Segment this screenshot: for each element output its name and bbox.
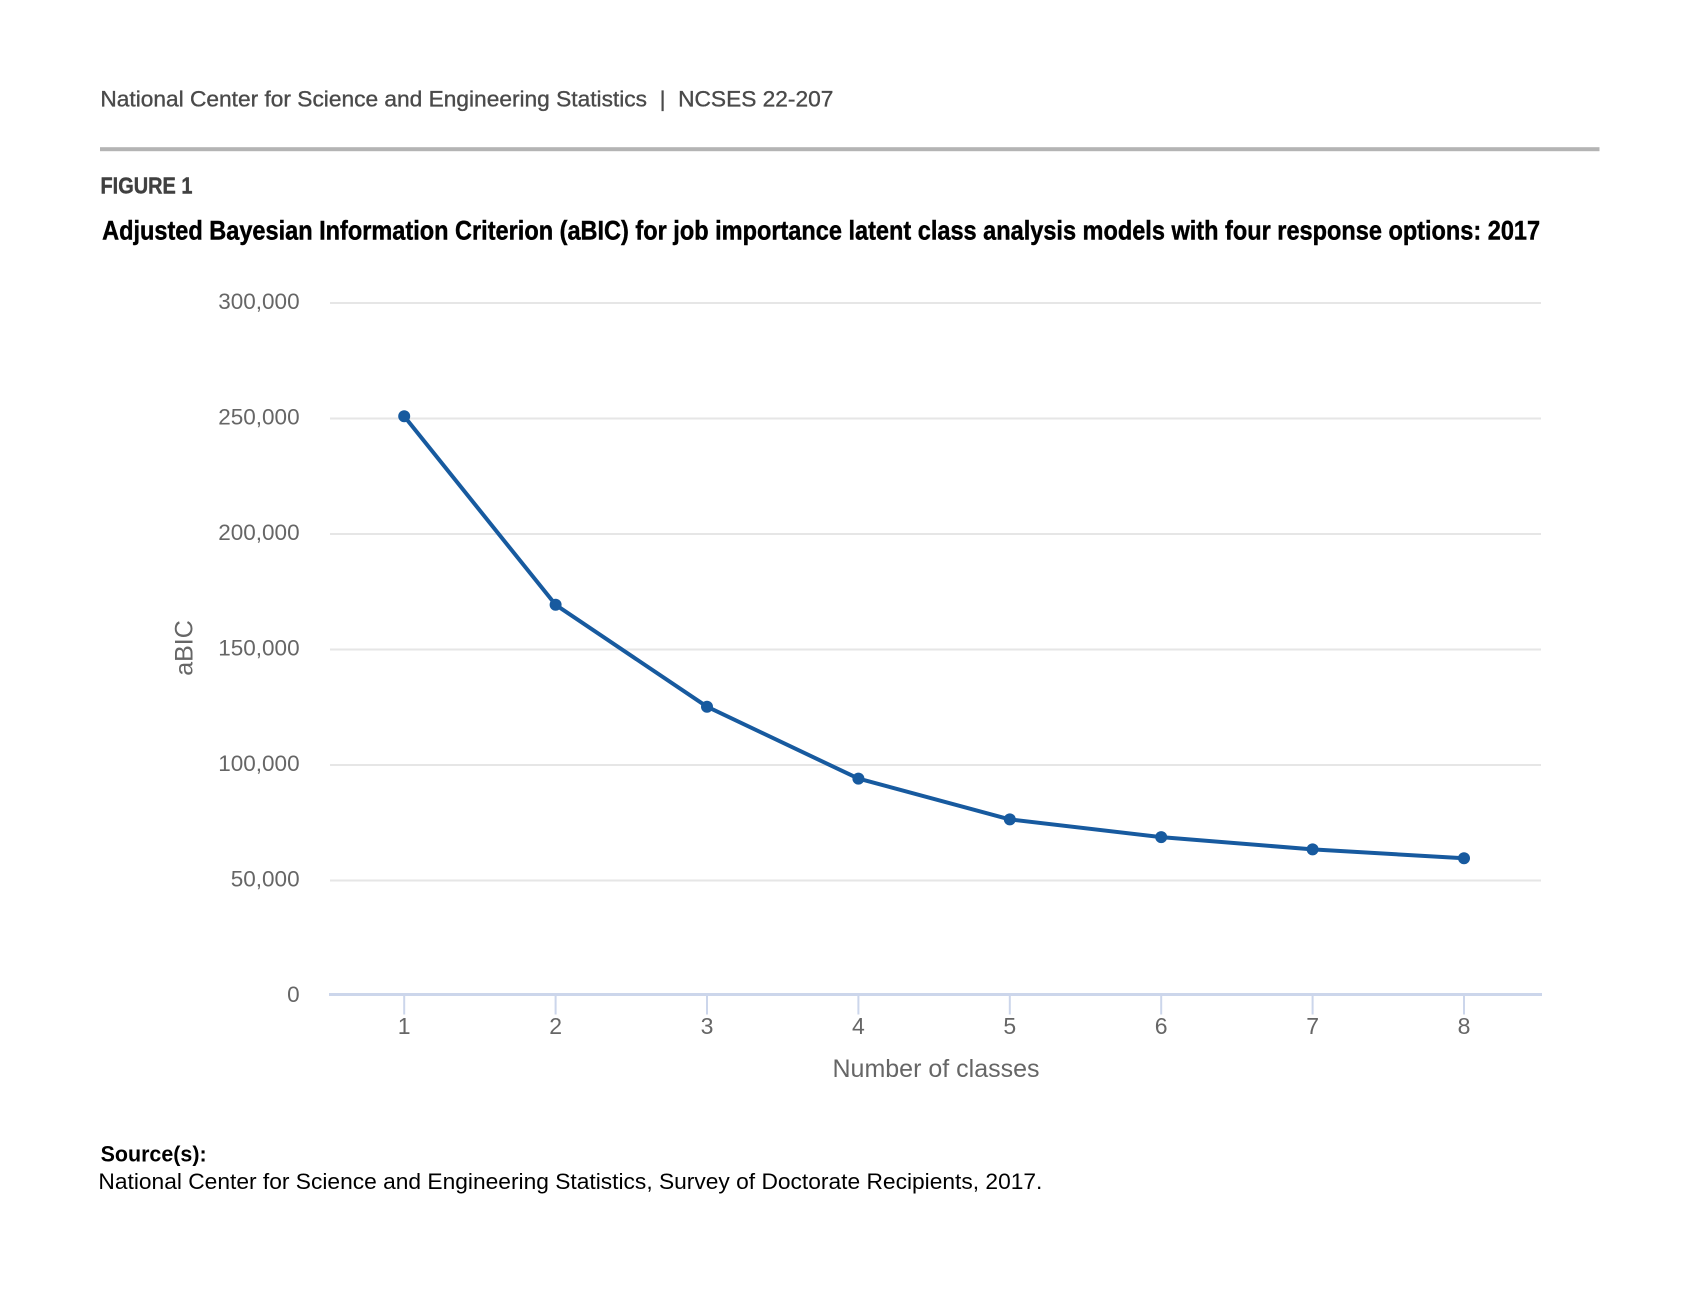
svg-text:6: 6 — [1155, 1013, 1168, 1039]
svg-text:100,000: 100,000 — [218, 751, 299, 776]
svg-text:300,000: 300,000 — [218, 289, 299, 314]
svg-text:National Center for Science an: National Center for Science and Engineer… — [100, 87, 833, 112]
svg-text:4: 4 — [852, 1013, 865, 1039]
svg-text:0: 0 — [287, 982, 300, 1007]
svg-text:250,000: 250,000 — [218, 404, 299, 429]
svg-text:Number of classes: Number of classes — [832, 1055, 1039, 1083]
svg-text:150,000: 150,000 — [218, 635, 299, 660]
svg-text:2: 2 — [549, 1013, 562, 1039]
svg-text:7: 7 — [1306, 1013, 1319, 1039]
svg-text:FIGURE 1: FIGURE 1 — [101, 173, 193, 199]
svg-text:50,000: 50,000 — [231, 866, 300, 891]
svg-text:Adjusted Bayesian Information: Adjusted Bayesian Information Criterion … — [102, 215, 1540, 245]
svg-text:National Center for Science an: National Center for Science and Engineer… — [98, 1169, 1042, 1194]
svg-text:1: 1 — [398, 1013, 411, 1039]
svg-text:200,000: 200,000 — [218, 520, 299, 545]
svg-text:8: 8 — [1458, 1013, 1471, 1039]
svg-text:5: 5 — [1003, 1013, 1016, 1039]
svg-text:3: 3 — [701, 1013, 714, 1039]
svg-text:aBIC: aBIC — [171, 620, 199, 676]
svg-text:Source(s):: Source(s): — [101, 1142, 207, 1167]
